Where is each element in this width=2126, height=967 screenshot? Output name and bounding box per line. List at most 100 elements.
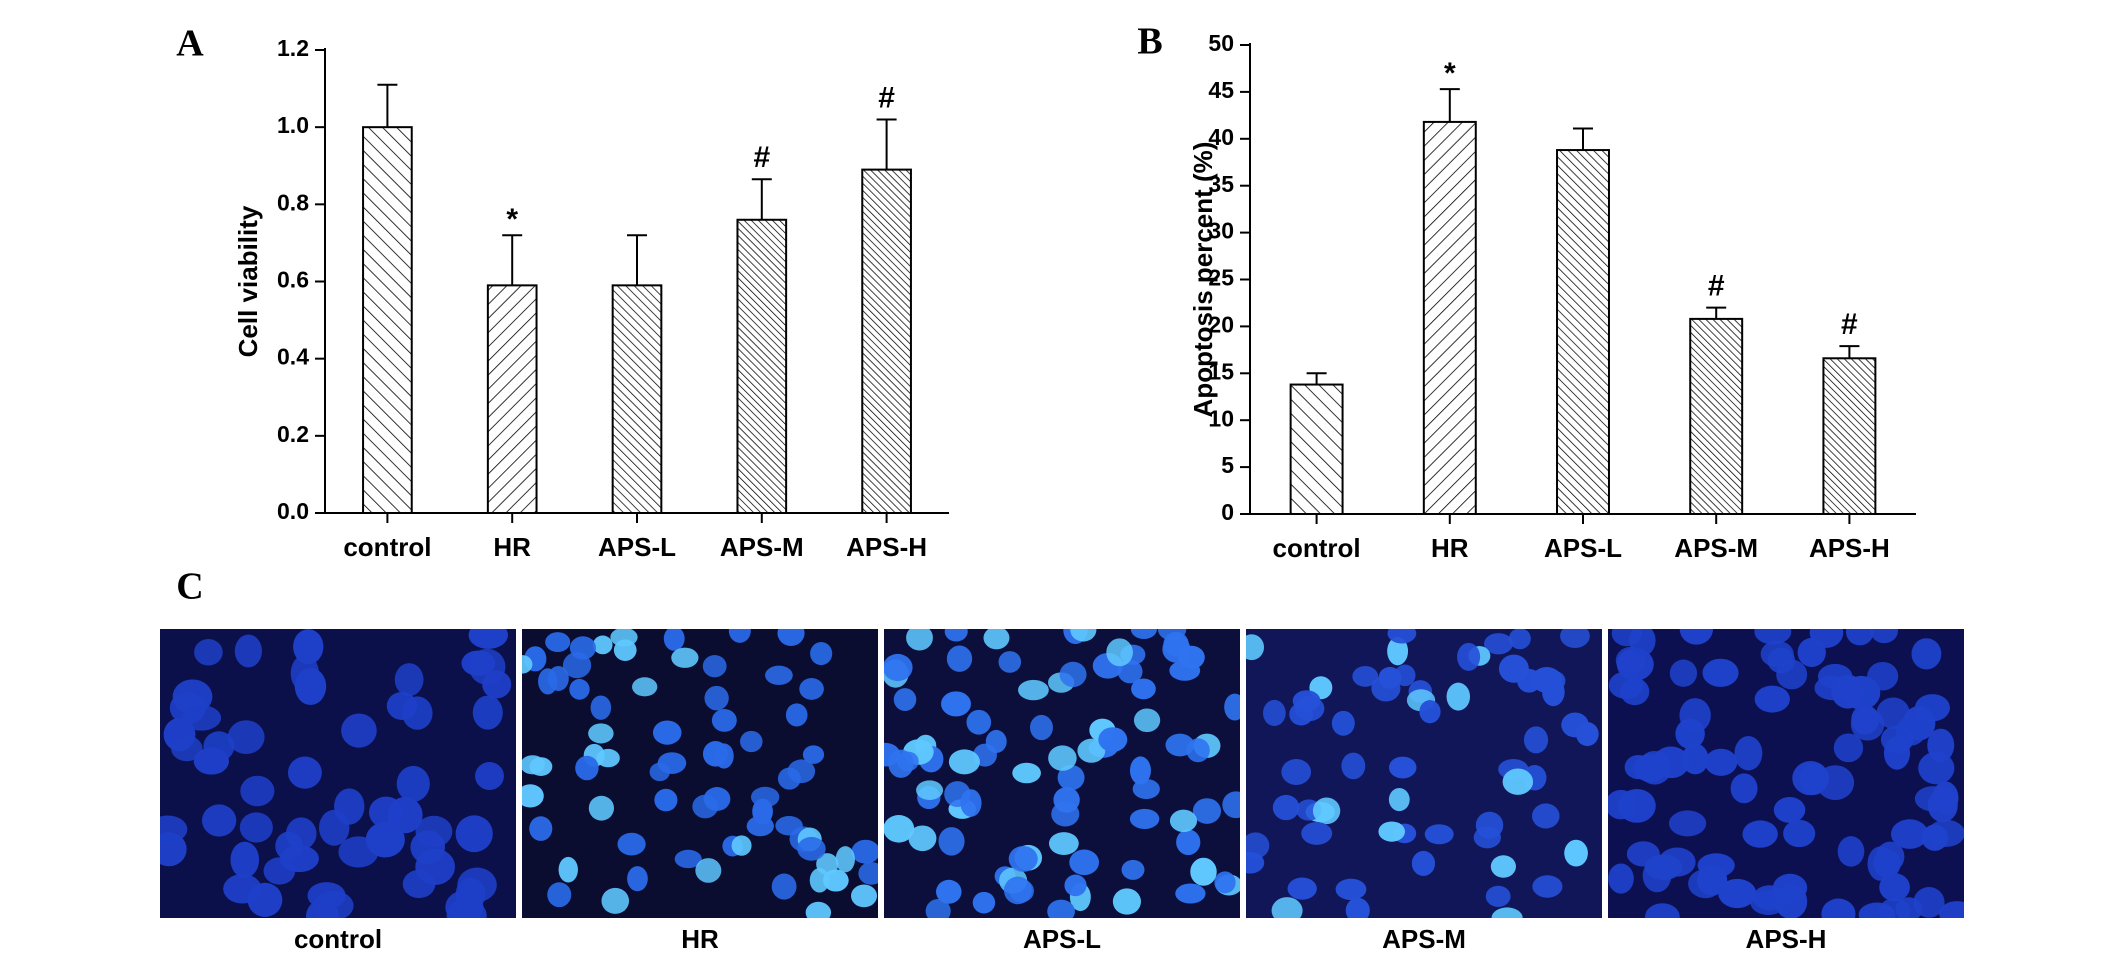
nucleus [1246, 634, 1265, 661]
micrograph-caption: APS-L [1023, 924, 1101, 954]
nucleus [1845, 629, 1874, 646]
nucleus [802, 745, 825, 764]
nucleus [1608, 863, 1634, 894]
nucleus [884, 815, 915, 843]
nucleus [1918, 751, 1955, 785]
nuclei [160, 629, 512, 918]
nucleus [671, 647, 699, 668]
nucleus [1190, 857, 1217, 886]
nucleus [1773, 797, 1806, 823]
nucleus [1192, 798, 1222, 824]
nucleus [704, 685, 729, 711]
nucleus [341, 713, 377, 748]
nucleus [1669, 659, 1698, 687]
nucleus [711, 708, 737, 732]
nucleus [1927, 819, 1964, 847]
nucleus [1419, 700, 1441, 724]
x-tick-label: APS-M [1674, 533, 1758, 563]
nucleus [966, 709, 992, 735]
nucleus [294, 667, 327, 706]
nucleus [1133, 708, 1161, 733]
nucleus [771, 873, 797, 900]
nucleus [765, 665, 793, 685]
nucleus [402, 696, 433, 730]
nucleus [569, 636, 597, 660]
nucleus [455, 815, 493, 853]
nucleus [193, 747, 229, 775]
nucleus [160, 815, 188, 844]
bar [611, 284, 663, 514]
bar [1422, 120, 1477, 516]
nucleus [835, 846, 855, 873]
nucleus [1760, 640, 1794, 668]
nucleus [936, 879, 962, 904]
nucleus [239, 812, 273, 843]
y-axis-label: Apoptosis percent (%) [1188, 142, 1218, 418]
nucleus [777, 629, 805, 646]
nucleus [368, 796, 404, 829]
nucleus [1387, 629, 1417, 644]
nucleus [1345, 897, 1370, 918]
y-tick-label: 40 [1208, 124, 1234, 150]
nucleus [234, 634, 263, 668]
nucleus [1532, 875, 1563, 898]
nucleus [617, 832, 646, 856]
bar [1689, 317, 1744, 515]
annotation: * [506, 203, 518, 236]
y-tick-label: 0.0 [277, 498, 309, 524]
nucleus [1057, 764, 1085, 791]
nucleus [1890, 819, 1929, 849]
nucleus [558, 856, 578, 883]
nucleus [1012, 762, 1041, 784]
nucleus [1754, 629, 1792, 645]
nucleus [1130, 629, 1158, 639]
nucleus [1131, 678, 1156, 700]
bar [486, 284, 538, 514]
nucleus [799, 678, 824, 700]
bar [861, 168, 912, 514]
nucleus [1792, 761, 1829, 796]
nucleus [1475, 811, 1504, 839]
nucleus [916, 780, 944, 800]
nucleus [1281, 758, 1312, 785]
nucleus [1873, 849, 1901, 878]
nucleus [181, 705, 222, 731]
nucleus [893, 688, 917, 711]
annotation: # [753, 141, 770, 174]
nucleus [692, 794, 719, 819]
x-tick-label: control [1273, 533, 1361, 563]
nucleus [1129, 756, 1151, 785]
nucleus [1098, 727, 1128, 752]
bar [1556, 149, 1610, 515]
micrograph-caption: control [294, 924, 382, 954]
y-tick-label: 0.6 [277, 267, 309, 293]
nucleus [1246, 832, 1270, 859]
nucleus [908, 825, 937, 852]
nucleus [293, 629, 324, 665]
nucleus [230, 841, 260, 878]
nucleus [1833, 733, 1864, 763]
nucleus [287, 756, 322, 789]
nucleus [663, 629, 685, 651]
nucleus [1628, 629, 1656, 657]
nucleus [805, 901, 832, 918]
nucleus [1730, 773, 1758, 804]
nucleus [1262, 699, 1286, 727]
nucleus [1129, 808, 1160, 829]
nucleus [1809, 629, 1844, 648]
nucleus [1047, 899, 1075, 918]
y-tick-label: 15 [1208, 358, 1234, 384]
y-tick-label: 30 [1208, 218, 1234, 244]
nucleus [1069, 849, 1100, 876]
y-tick-label: 20 [1208, 311, 1234, 337]
nucleus [1675, 718, 1705, 749]
nucleus [1378, 821, 1406, 842]
nucleus [394, 663, 424, 697]
nucleus [731, 835, 752, 856]
nucleus [1411, 850, 1436, 876]
nucleus [906, 629, 933, 651]
nucleus [816, 853, 839, 876]
nucleus [1457, 642, 1481, 671]
nucleus [944, 629, 968, 642]
micrograph-caption: HR [681, 924, 719, 954]
